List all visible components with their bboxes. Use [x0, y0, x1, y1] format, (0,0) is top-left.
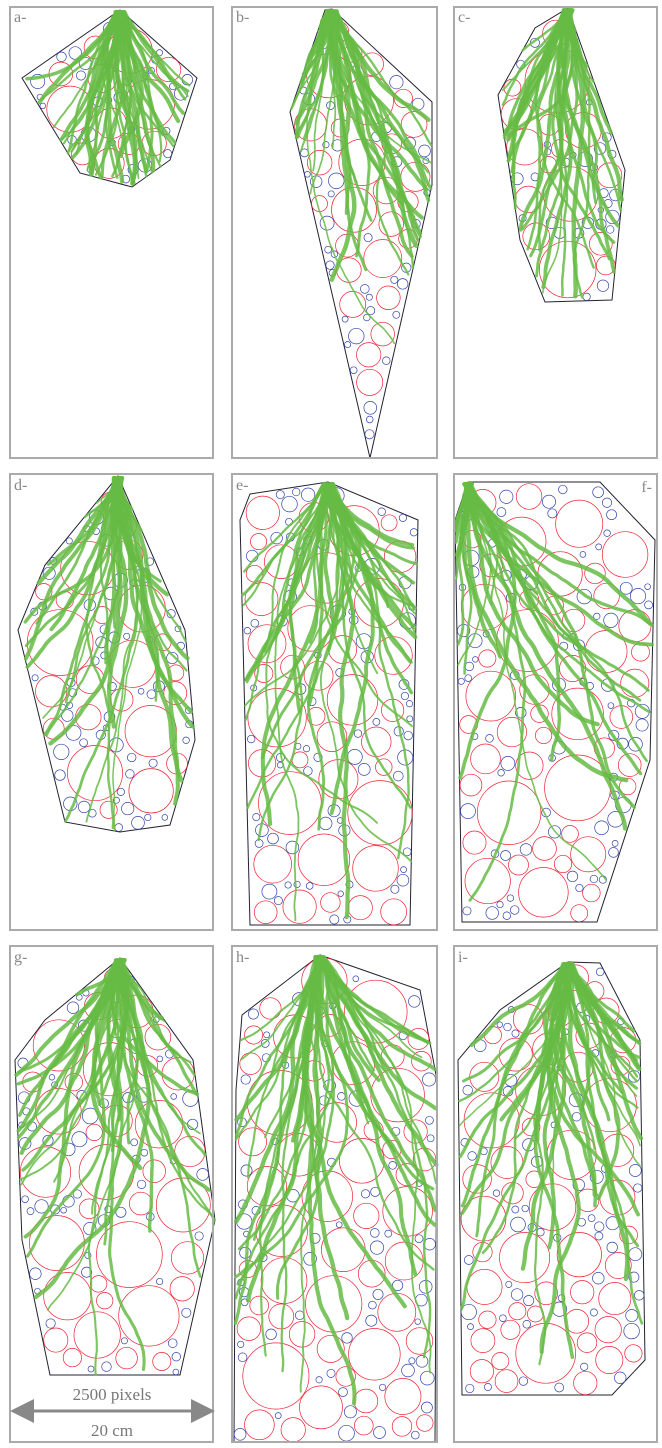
panel-drawing: [455, 482, 655, 922]
scale-pixels: 2500 pixels: [73, 1385, 152, 1404]
panel-drawing: [22, 10, 197, 187]
panel-label: i-: [458, 949, 468, 966]
figure: a- b- c- d- e- f- g- h- i- 2500 pixels 2…: [0, 0, 662, 1448]
panel-label: f-: [641, 479, 652, 496]
panel-label: h-: [236, 949, 249, 966]
panel-drawing: [18, 476, 195, 832]
panel-label: a-: [14, 9, 26, 26]
root: [467, 484, 470, 489]
panel-drawing: [458, 962, 645, 1395]
panel-label: g-: [14, 949, 27, 966]
panel-label: e-: [236, 477, 248, 494]
panel-label: d-: [14, 477, 27, 494]
panels-art: [15, 8, 655, 1442]
panel-drawing: [498, 8, 625, 302]
panel-drawing: [234, 955, 437, 1442]
panel-label: c-: [458, 9, 470, 26]
panel-label: b-: [236, 9, 249, 26]
panel-drawing: [15, 958, 215, 1375]
panel-drawing: [290, 9, 432, 458]
page: a- b- c- d- e- f- g- h- i- 2500 pixels 2…: [0, 0, 662, 1448]
panel-drawing: [240, 482, 418, 925]
scale-length: 20 cm: [91, 1421, 133, 1440]
